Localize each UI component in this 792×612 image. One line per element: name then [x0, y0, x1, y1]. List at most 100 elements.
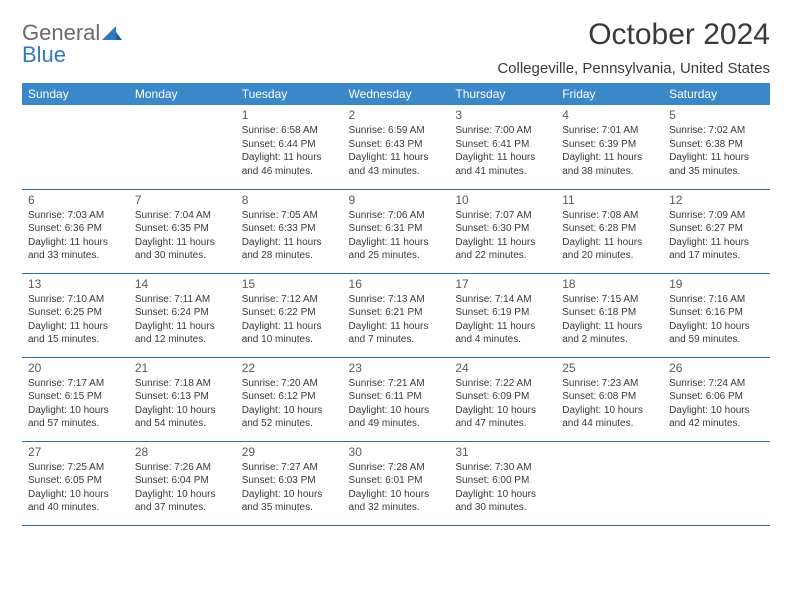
- day-number: 22: [242, 361, 337, 375]
- day-details: Sunrise: 7:23 AMSunset: 6:08 PMDaylight:…: [562, 377, 657, 431]
- calendar-table: SundayMondayTuesdayWednesdayThursdayFrid…: [22, 83, 770, 526]
- calendar-cell: 28Sunrise: 7:26 AMSunset: 6:04 PMDayligh…: [129, 441, 236, 525]
- day-details: Sunrise: 6:59 AMSunset: 6:43 PMDaylight:…: [349, 124, 444, 178]
- day-details: Sunrise: 7:14 AMSunset: 6:19 PMDaylight:…: [455, 293, 550, 347]
- calendar-cell: 19Sunrise: 7:16 AMSunset: 6:16 PMDayligh…: [663, 273, 770, 357]
- day-details: Sunrise: 7:18 AMSunset: 6:13 PMDaylight:…: [135, 377, 230, 431]
- day-details: Sunrise: 7:12 AMSunset: 6:22 PMDaylight:…: [242, 293, 337, 347]
- day-number: 23: [349, 361, 444, 375]
- calendar-cell: 30 Sunrise: 7:28 AMSunset: 6:01 PMDayligh…: [343, 441, 450, 525]
- day-number: 11: [562, 193, 657, 207]
- calendar-week: 6 Sunrise: 7:03 AMSunset: 6:36 PMDaylight…: [22, 189, 770, 273]
- calendar-cell: 21Sunrise: 7:18 AMSunset: 6:13 PMDayligh…: [129, 357, 236, 441]
- calendar-cell: 9 Sunrise: 7:06 AMSunset: 6:31 PMDaylight…: [343, 189, 450, 273]
- day-details: Sunrise: 7:02 AMSunset: 6:38 PMDaylight:…: [669, 124, 764, 178]
- calendar-cell: 3 Sunrise: 7:00 AMSunset: 6:41 PMDaylight…: [449, 105, 556, 189]
- day-details: Sunrise: 7:11 AMSunset: 6:24 PMDaylight:…: [135, 293, 230, 347]
- calendar-cell-empty: [22, 105, 129, 189]
- calendar-week: 13Sunrise: 7:10 AMSunset: 6:25 PMDayligh…: [22, 273, 770, 357]
- day-details: Sunrise: 7:28 AMSunset: 6:01 PMDaylight:…: [349, 461, 444, 515]
- day-number: 17: [455, 277, 550, 291]
- day-header-row: SundayMondayTuesdayWednesdayThursdayFrid…: [22, 83, 770, 105]
- calendar-cell: 13Sunrise: 7:10 AMSunset: 6:25 PMDayligh…: [22, 273, 129, 357]
- month-title: October 2024: [497, 18, 770, 52]
- day-number: 9: [349, 193, 444, 207]
- calendar-cell: 26 Sunrise: 7:24 AMSunset: 6:06 PMDayligh…: [663, 357, 770, 441]
- day-details: Sunrise: 6:58 AMSunset: 6:44 PMDaylight:…: [242, 124, 337, 178]
- calendar-cell: 15 Sunrise: 7:12 AMSunset: 6:22 PMDayligh…: [236, 273, 343, 357]
- day-details: Sunrise: 7:24 AMSunset: 6:06 PMDaylight:…: [669, 377, 764, 431]
- day-header: Wednesday: [343, 83, 450, 105]
- logo-word2: Blue: [22, 42, 66, 67]
- day-number: 13: [28, 277, 123, 291]
- day-number: 7: [135, 193, 230, 207]
- day-header: Thursday: [449, 83, 556, 105]
- day-details: Sunrise: 7:25 AMSunset: 6:05 PMDaylight:…: [28, 461, 123, 515]
- calendar-cell: 7 Sunrise: 7:04 AMSunset: 6:35 PMDaylight…: [129, 189, 236, 273]
- day-details: Sunrise: 7:21 AMSunset: 6:11 PMDaylight:…: [349, 377, 444, 431]
- day-number: 20: [28, 361, 123, 375]
- calendar-week: 27Sunrise: 7:25 AMSunset: 6:05 PMDayligh…: [22, 441, 770, 525]
- day-header: Sunday: [22, 83, 129, 105]
- day-details: Sunrise: 7:03 AMSunset: 6:36 PMDaylight:…: [28, 209, 123, 263]
- calendar-cell: 16 Sunrise: 7:13 AMSunset: 6:21 PMDayligh…: [343, 273, 450, 357]
- day-number: 3: [455, 108, 550, 122]
- calendar-cell: 20 Sunrise: 7:17 AMSunset: 6:15 PMDayligh…: [22, 357, 129, 441]
- location: Collegeville, Pennsylvania, United State…: [497, 60, 770, 77]
- calendar-cell: 22 Sunrise: 7:20 AMSunset: 6:12 PMDayligh…: [236, 357, 343, 441]
- day-number: 16: [349, 277, 444, 291]
- logo-text: GeneralBlue: [22, 22, 122, 66]
- day-details: Sunrise: 7:13 AMSunset: 6:21 PMDaylight:…: [349, 293, 444, 347]
- day-number: 2: [349, 108, 444, 122]
- day-details: Sunrise: 7:30 AMSunset: 6:00 PMDaylight:…: [455, 461, 550, 515]
- day-details: Sunrise: 7:00 AMSunset: 6:41 PMDaylight:…: [455, 124, 550, 178]
- day-header: Friday: [556, 83, 663, 105]
- calendar-cell: 11 Sunrise: 7:08 AMSunset: 6:28 PMDayligh…: [556, 189, 663, 273]
- day-details: Sunrise: 7:16 AMSunset: 6:16 PMDaylight:…: [669, 293, 764, 347]
- day-details: Sunrise: 7:20 AMSunset: 6:12 PMDaylight:…: [242, 377, 337, 431]
- day-number: 12: [669, 193, 764, 207]
- day-details: Sunrise: 7:09 AMSunset: 6:27 PMDaylight:…: [669, 209, 764, 263]
- calendar-cell: 24Sunrise: 7:22 AMSunset: 6:09 PMDayligh…: [449, 357, 556, 441]
- day-details: Sunrise: 7:06 AMSunset: 6:31 PMDaylight:…: [349, 209, 444, 263]
- calendar-cell: 12 Sunrise: 7:09 AMSunset: 6:27 PMDayligh…: [663, 189, 770, 273]
- day-number: 18: [562, 277, 657, 291]
- day-details: Sunrise: 7:01 AMSunset: 6:39 PMDaylight:…: [562, 124, 657, 178]
- day-details: Sunrise: 7:07 AMSunset: 6:30 PMDaylight:…: [455, 209, 550, 263]
- calendar-week: 1 Sunrise: 6:58 AMSunset: 6:44 PMDaylight…: [22, 105, 770, 189]
- day-details: Sunrise: 7:15 AMSunset: 6:18 PMDaylight:…: [562, 293, 657, 347]
- day-number: 15: [242, 277, 337, 291]
- day-details: Sunrise: 7:05 AMSunset: 6:33 PMDaylight:…: [242, 209, 337, 263]
- calendar-cell: 27Sunrise: 7:25 AMSunset: 6:05 PMDayligh…: [22, 441, 129, 525]
- day-number: 10: [455, 193, 550, 207]
- calendar-cell: 25Sunrise: 7:23 AMSunset: 6:08 PMDayligh…: [556, 357, 663, 441]
- day-header: Saturday: [663, 83, 770, 105]
- day-details: Sunrise: 7:27 AMSunset: 6:03 PMDaylight:…: [242, 461, 337, 515]
- day-number: 14: [135, 277, 230, 291]
- day-number: 8: [242, 193, 337, 207]
- day-number: 4: [562, 108, 657, 122]
- calendar-cell: 6 Sunrise: 7:03 AMSunset: 6:36 PMDaylight…: [22, 189, 129, 273]
- day-number: 26: [669, 361, 764, 375]
- day-number: 1: [242, 108, 337, 122]
- header: GeneralBlue October 2024 Collegeville, P…: [22, 18, 770, 77]
- day-details: Sunrise: 7:04 AMSunset: 6:35 PMDaylight:…: [135, 209, 230, 263]
- day-header: Tuesday: [236, 83, 343, 105]
- calendar-cell-empty: [129, 105, 236, 189]
- day-header: Monday: [129, 83, 236, 105]
- day-number: 29: [242, 445, 337, 459]
- calendar-cell: 18 Sunrise: 7:15 AMSunset: 6:18 PMDayligh…: [556, 273, 663, 357]
- calendar-cell-empty: [556, 441, 663, 525]
- calendar-cell: 5Sunrise: 7:02 AMSunset: 6:38 PMDaylight…: [663, 105, 770, 189]
- day-details: Sunrise: 7:17 AMSunset: 6:15 PMDaylight:…: [28, 377, 123, 431]
- day-details: Sunrise: 7:08 AMSunset: 6:28 PMDaylight:…: [562, 209, 657, 263]
- day-number: 30: [349, 445, 444, 459]
- logo: GeneralBlue: [22, 18, 122, 66]
- day-number: 6: [28, 193, 123, 207]
- calendar-cell: 10 Sunrise: 7:07 AMSunset: 6:30 PMDayligh…: [449, 189, 556, 273]
- day-number: 31: [455, 445, 550, 459]
- calendar-cell-empty: [663, 441, 770, 525]
- day-details: Sunrise: 7:22 AMSunset: 6:09 PMDaylight:…: [455, 377, 550, 431]
- calendar-cell: 4 Sunrise: 7:01 AMSunset: 6:39 PMDaylight…: [556, 105, 663, 189]
- day-number: 28: [135, 445, 230, 459]
